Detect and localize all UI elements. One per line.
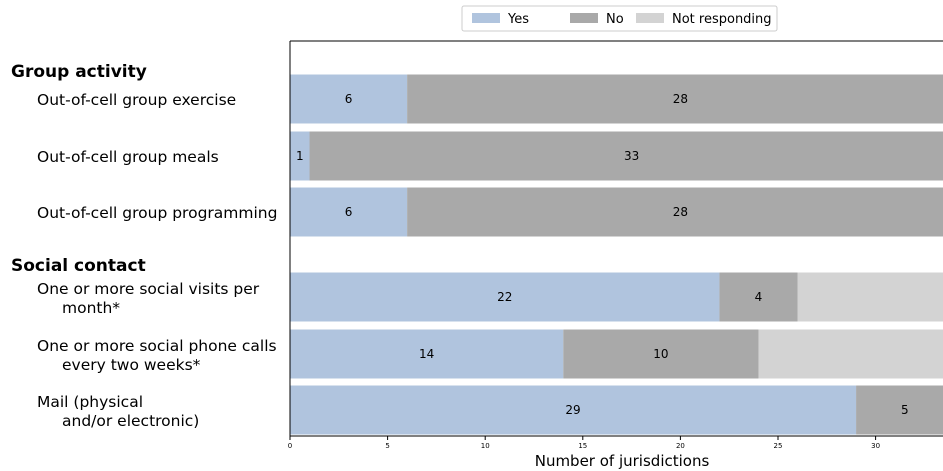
category-label-continued: month* (62, 299, 120, 317)
legend-label-no: No (606, 12, 624, 27)
data-label-no: 4 (755, 290, 763, 304)
category-label: Mail (physical (37, 393, 143, 411)
bars: 6 28 1 33 6 28 22 4 14 10 29 5 (290, 74, 943, 435)
group-label-social-contact: Social contact (11, 256, 146, 276)
bar-no (407, 187, 943, 237)
data-label-no: 5 (901, 403, 909, 417)
data-label-yes: 6 (345, 92, 353, 106)
category-labels: Group activity Social contact Out-of-cell … (11, 62, 277, 430)
legend-label-yes: Yes (507, 12, 529, 27)
legend: Yes No Not responding (461, 5, 778, 32)
data-label-no: 28 (673, 92, 688, 106)
data-label-yes: 6 (345, 205, 353, 219)
data-label-yes: 1 (296, 149, 304, 163)
data-label-no: 28 (673, 205, 688, 219)
legend-swatch-yes (472, 13, 500, 23)
data-label-yes: 29 (565, 403, 580, 417)
x-axis-title: Number of jurisdictions (535, 452, 710, 470)
x-tick-label: 5 (385, 442, 389, 450)
bar-no (309, 131, 943, 181)
bar-yes (290, 272, 720, 322)
bar-yes (290, 131, 310, 181)
group-label-group-activity: Group activity (11, 62, 147, 82)
category-label: Out-of-cell group programming (37, 204, 277, 222)
legend-swatch-no (570, 13, 598, 23)
category-label-continued: and/or electronic) (62, 412, 199, 430)
bar-yes (290, 385, 857, 435)
x-tick-label: 20 (676, 442, 685, 450)
bar-no (856, 385, 943, 435)
x-tick-label: 10 (481, 442, 490, 450)
data-label-no: 33 (624, 149, 639, 163)
bar-yes (290, 187, 408, 237)
bar-yes (290, 329, 564, 379)
x-axis-ticks: 0 5 10 15 20 25 30 (288, 436, 880, 450)
x-tick-label: 25 (774, 442, 783, 450)
category-label: One or more social visits per (37, 280, 260, 298)
category-label-continued: every two weeks* (62, 356, 201, 374)
data-label-no: 10 (653, 347, 668, 361)
bar-not-responding (797, 272, 943, 322)
x-tick-label: 15 (578, 442, 587, 450)
bar-no (407, 74, 943, 124)
legend-swatch-not-responding (636, 13, 664, 23)
category-label: One or more social phone calls (37, 337, 277, 355)
legend-label-not-responding: Not responding (672, 12, 772, 27)
x-tick-label: 0 (288, 442, 292, 450)
bar-no (719, 272, 798, 322)
data-label-yes: 14 (419, 347, 434, 361)
bar-no (563, 329, 759, 379)
bar-not-responding (758, 329, 943, 379)
category-label: Out-of-cell group meals (37, 148, 219, 166)
data-label-yes: 22 (497, 290, 512, 304)
bar-yes (290, 74, 408, 124)
legend-frame (461, 5, 778, 32)
category-label: Out-of-cell group exercise (37, 91, 236, 109)
x-tick-label: 30 (871, 442, 880, 450)
